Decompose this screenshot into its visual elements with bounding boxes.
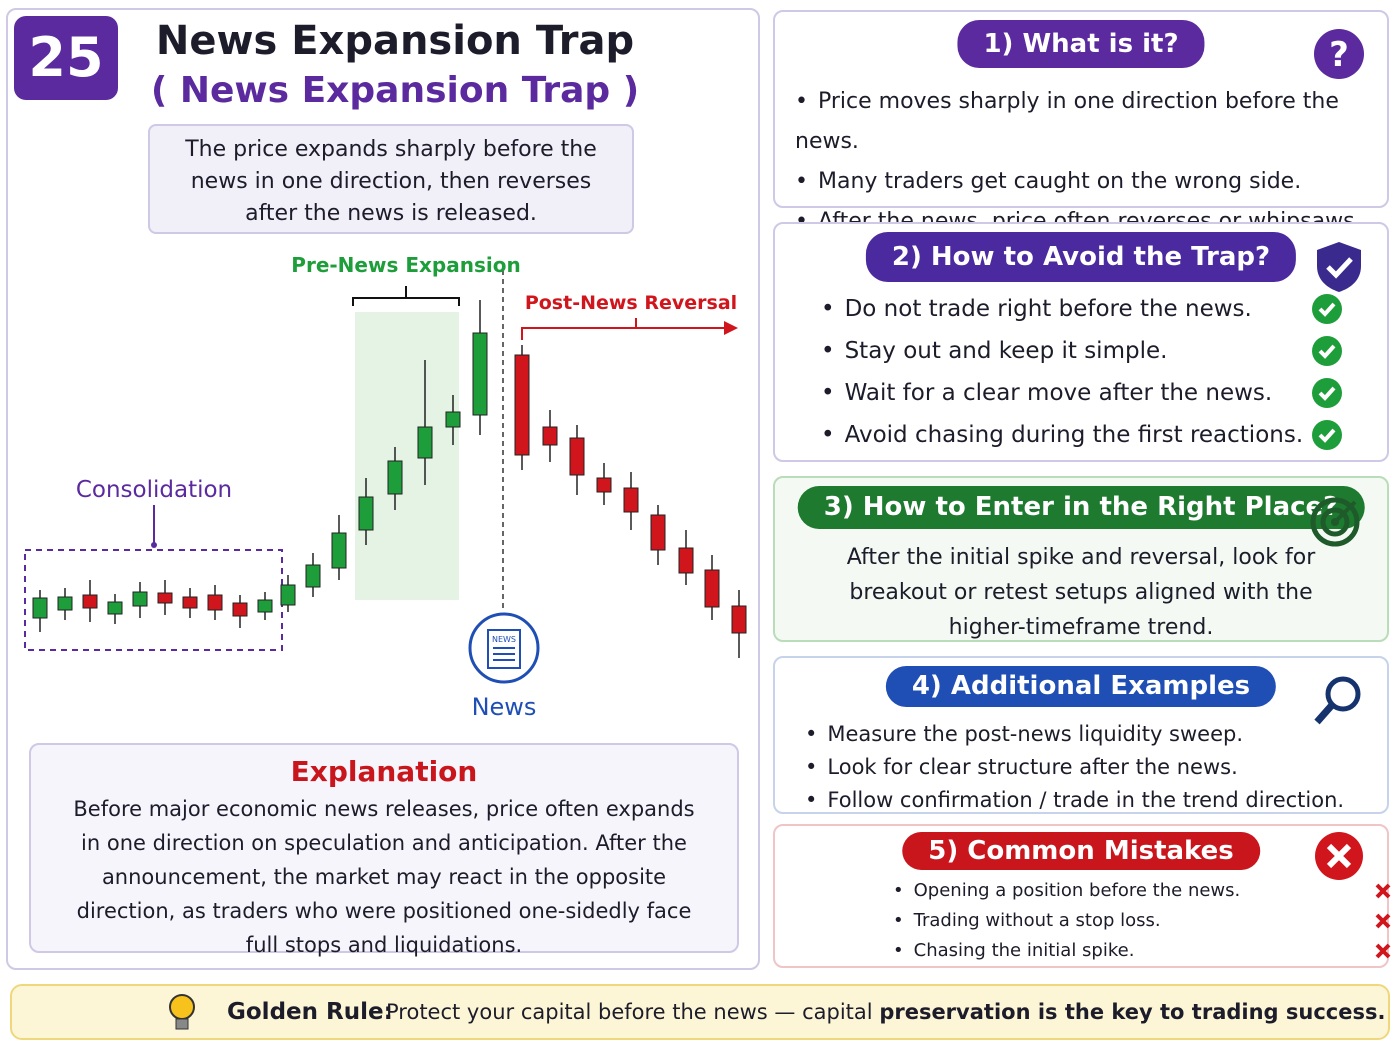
svg-text:?: ? xyxy=(1329,35,1349,75)
golden-text: Protect your capital before the news — c… xyxy=(386,1000,873,1024)
list-item: Chasing the initial spike. xyxy=(893,936,1391,966)
check-icon xyxy=(1312,378,1342,408)
section-icon xyxy=(1317,242,1361,292)
candle-body xyxy=(358,496,374,531)
candle-body xyxy=(569,437,585,476)
arrow-head xyxy=(724,321,738,335)
candle-body xyxy=(132,591,148,607)
list-item: Wait for a clear move after the news. xyxy=(821,372,1342,414)
list-item: Avoid chasing during the first reactions… xyxy=(821,414,1342,456)
list-item: Do not trade right before the news. xyxy=(821,288,1342,330)
section-list: Price moves sharply in one direction bef… xyxy=(795,82,1367,242)
candle-body xyxy=(82,594,98,609)
list-item: Look for clear structure after the news. xyxy=(805,751,1367,784)
news-lines xyxy=(493,647,515,661)
x-icon xyxy=(1375,883,1391,899)
golden-text-wrap: Protect your capital before the news — c… xyxy=(386,986,1385,1038)
candle-body xyxy=(514,354,530,456)
candle-body xyxy=(32,597,48,619)
candle-body xyxy=(232,602,248,617)
news-paper xyxy=(487,629,521,669)
list-item: Follow confirmation / trade in the trend… xyxy=(805,784,1367,817)
news-icon-label: NEWS xyxy=(492,635,516,644)
list-item: Opening a position before the news. xyxy=(893,876,1391,906)
pointer-dot xyxy=(151,542,157,548)
candle-body xyxy=(623,487,639,513)
golden-rule: Golden Rule: Protect your capital before… xyxy=(10,984,1390,1040)
expansion-zone xyxy=(355,312,459,600)
section-panel: 3) How to Enter in the Right Place? After… xyxy=(773,476,1389,642)
section-panel: 2) How to Avoid the Trap? Do not trade ri… xyxy=(773,222,1389,462)
candle-body xyxy=(417,426,433,459)
section-text: After the initial spike and reversal, lo… xyxy=(846,545,1316,640)
check-icon xyxy=(1312,294,1342,324)
list-item: Trading without a stop loss. xyxy=(893,906,1391,936)
section-panel: 4) Additional Examples Measure the post-n… xyxy=(773,656,1389,814)
candle-body xyxy=(387,460,403,495)
pre-news-label: Pre-News Expansion xyxy=(291,253,520,277)
candle-body xyxy=(207,594,223,611)
section-icon xyxy=(1315,832,1363,880)
candle-body xyxy=(472,332,488,416)
candle-body xyxy=(157,592,173,604)
candle-body xyxy=(704,569,720,608)
candle-body xyxy=(650,514,666,551)
list-item: Price moves sharply in one direction bef… xyxy=(795,82,1367,162)
list-item: Stay out and keep it simple. xyxy=(821,330,1342,372)
badge: 25 xyxy=(14,16,118,100)
check-icon xyxy=(1312,420,1342,450)
bulb-icon xyxy=(169,994,195,1030)
section-icon xyxy=(1310,497,1360,547)
section-title: 1) What is it? xyxy=(957,20,1205,68)
chart-illustration: NEWS Consolidation Pre-News Expansion Po… xyxy=(24,253,747,721)
candle-body xyxy=(542,426,558,446)
check-icon xyxy=(1312,336,1342,366)
candle-body xyxy=(257,599,273,613)
section-list: Opening a position before the news.Tradi… xyxy=(893,876,1391,966)
candle-body xyxy=(331,532,347,569)
subtitle: ( News Expansion Trap ) xyxy=(150,70,640,111)
section-title: 4) Additional Examples xyxy=(885,666,1277,707)
post-news-label: Post-News Reversal xyxy=(525,292,737,314)
candle-body xyxy=(445,411,461,428)
list-item: Measure the post-news liquidity sweep. xyxy=(805,718,1367,751)
candle-body xyxy=(182,596,198,609)
explanation-text: Before major economic news releases, pri… xyxy=(73,797,695,957)
section-list: Measure the post-news liquidity sweep.Lo… xyxy=(805,718,1367,817)
explanation-title: Explanation xyxy=(290,755,478,788)
consolidation-label: Consolidation xyxy=(76,477,232,503)
section-title: 2) How to Avoid the Trap? xyxy=(865,232,1297,282)
section-panel: 1) What is it?? Price moves sharply in on… xyxy=(773,10,1389,234)
golden-emphasis: preservation is the key to trading succe… xyxy=(879,1000,1386,1024)
candle-body xyxy=(305,564,321,588)
candle-body xyxy=(731,605,747,634)
summary: The price expands sharply before the new… xyxy=(148,124,634,234)
section-panel: 5) Common Mistakes Opening a position bef… xyxy=(773,824,1391,968)
section-icon: ? xyxy=(1314,29,1364,79)
candle-body xyxy=(107,601,123,615)
section-title: 5) Common Mistakes xyxy=(902,832,1260,870)
golden-label: Golden Rule: xyxy=(227,999,393,1025)
candle-body xyxy=(596,477,612,493)
explanation-box: Explanation Before major economic news r… xyxy=(29,743,739,957)
candle-body xyxy=(678,547,694,574)
list-item: Many traders get caught on the wrong sid… xyxy=(795,162,1367,202)
section-title: 3) How to Enter in the Right Place? xyxy=(797,486,1365,529)
candle-body xyxy=(280,584,296,606)
candle-body xyxy=(57,596,73,611)
expansion-bracket xyxy=(352,286,460,306)
news-label: News xyxy=(472,693,537,721)
x-icon xyxy=(1375,943,1391,959)
consolidation-box xyxy=(24,549,283,651)
title: News Expansion Trap xyxy=(155,18,635,64)
x-icon xyxy=(1375,913,1391,929)
section-list: Do not trade right before the news.Stay … xyxy=(821,288,1342,456)
reversal-arrow xyxy=(521,327,725,340)
